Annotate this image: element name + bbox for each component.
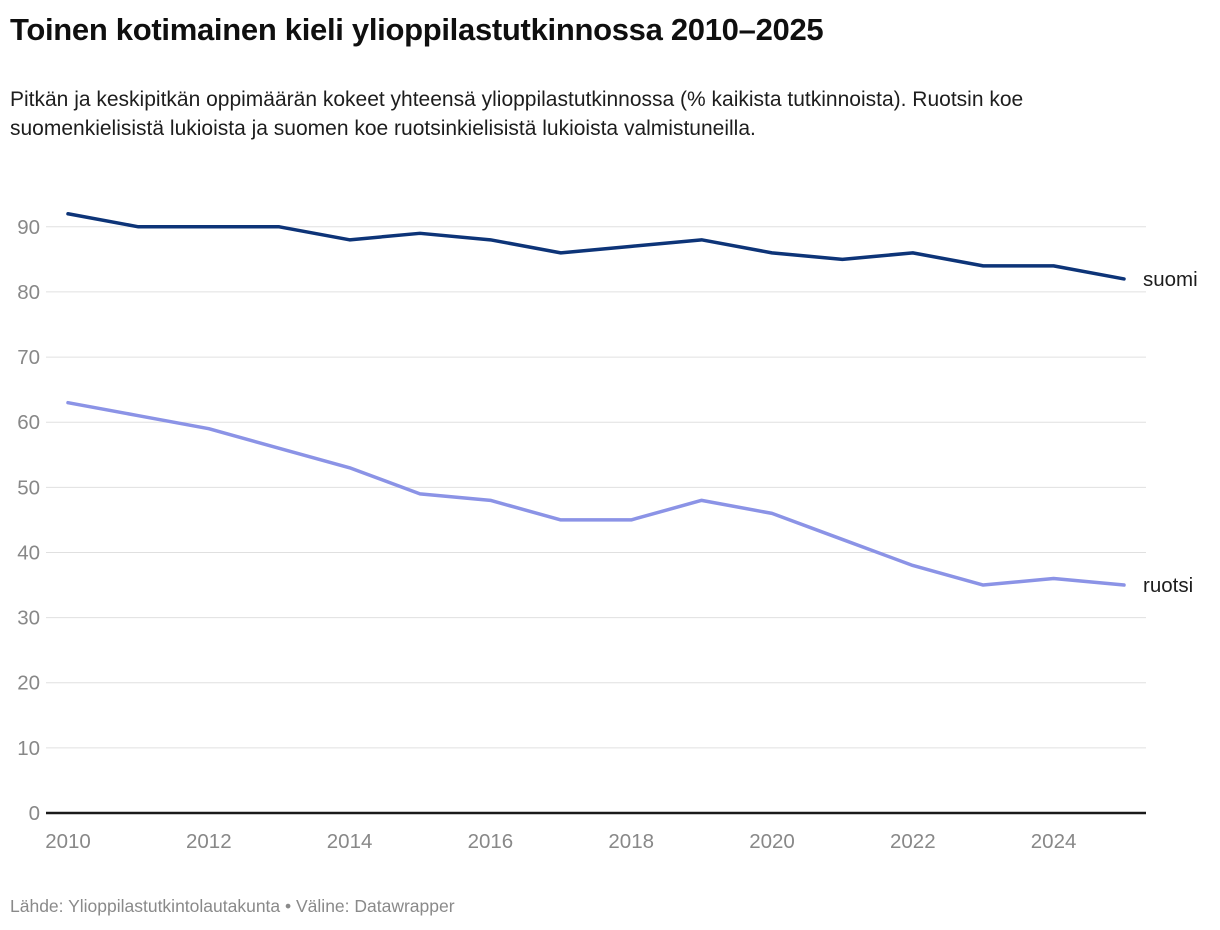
x-tick-label-2014: 2014 <box>327 830 373 853</box>
x-tick-label-2020: 2020 <box>749 830 795 853</box>
y-tick-label-20: 20 <box>17 672 40 695</box>
x-tick-label-2022: 2022 <box>890 830 936 853</box>
x-tick-label-2018: 2018 <box>608 830 654 853</box>
y-tick-label-60: 60 <box>17 411 40 434</box>
x-tick-label-2016: 2016 <box>468 830 514 853</box>
series-line-suomi <box>66 212 1126 281</box>
y-tick-label-0: 0 <box>29 802 40 825</box>
x-tick-label-2024: 2024 <box>1031 830 1077 853</box>
y-tick-label-30: 30 <box>17 607 40 630</box>
chart-title: Toinen kotimainen kieli ylioppilastutkin… <box>10 12 824 47</box>
y-tick-label-50: 50 <box>17 476 40 499</box>
y-tick-label-70: 70 <box>17 346 40 369</box>
x-tick-label-2010: 2010 <box>45 830 91 853</box>
series-label-ruotsi: ruotsi <box>1143 574 1193 597</box>
y-tick-label-10: 10 <box>17 737 40 760</box>
series-label-suomi: suomi <box>1143 268 1198 291</box>
y-tick-label-40: 40 <box>17 541 40 564</box>
x-tick-label-2012: 2012 <box>186 830 232 853</box>
y-tick-label-80: 80 <box>17 281 40 304</box>
series-line-ruotsi <box>66 400 1126 587</box>
y-tick-label-90: 90 <box>17 216 40 239</box>
chart-source-note: Lähde: Ylioppilastutkintolautakunta • Vä… <box>10 896 455 916</box>
chart-subtitle: Pitkän ja keskipitkän oppimäärän kokeet … <box>10 88 1024 140</box>
